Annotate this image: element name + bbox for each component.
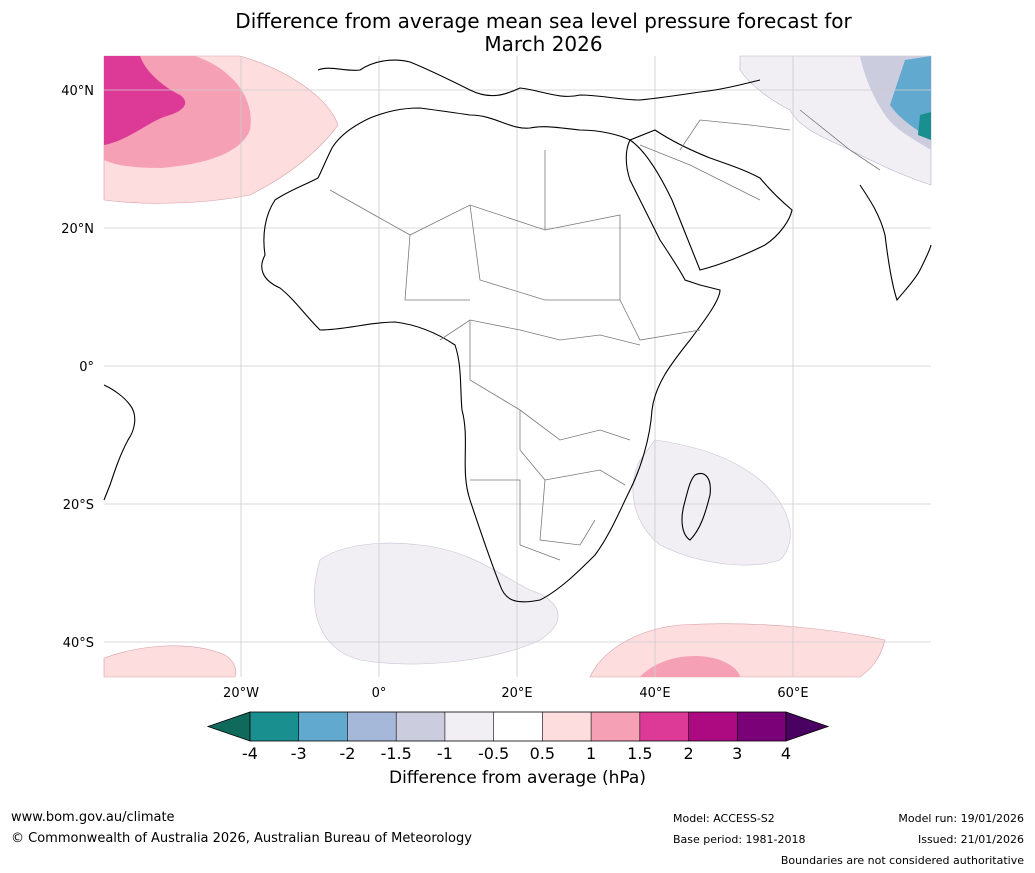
border-middle-east (639, 109, 881, 201)
gridlines (104, 56, 931, 677)
colorbar-tick-label: 1 (586, 744, 596, 763)
colorbar-swatch (688, 712, 738, 741)
website-link[interactable]: www.bom.gov.au/climate (11, 810, 175, 825)
lon-label: 20°E (501, 686, 532, 701)
colorbar-swatch (298, 712, 348, 741)
boundaries-disclaimer: Boundaries are not considered authoritat… (780, 854, 1024, 867)
lon-label: 60°E (777, 686, 808, 701)
lat-label: 0° (79, 360, 94, 375)
colorbar-tick-label: 2 (683, 744, 693, 763)
colorbar-over-arrow (785, 711, 830, 742)
coastline-africa (261, 107, 721, 603)
model-run-date: Model run: 19/01/2026 (898, 812, 1024, 825)
lat-label: 20°S (63, 498, 94, 513)
model-name: Model: ACCESS-S2 (673, 812, 775, 825)
anomaly-region-south-atlantic (313, 542, 559, 665)
colorbar-swatch (250, 712, 299, 741)
colorbar-label: Difference from average (hPa) (389, 768, 646, 788)
anomaly-region-south-west (103, 645, 237, 678)
anomaly-region-ne-min (918, 112, 931, 140)
colorbar-tick-label: -4 (242, 744, 258, 763)
colorbar-swatch (396, 712, 445, 741)
lat-label: 40°S (63, 636, 94, 651)
anomaly-fills (103, 55, 932, 678)
coastline-arabia (628, 129, 793, 271)
colorbar-under-arrow (206, 711, 251, 742)
border-south (470, 469, 626, 561)
coastline-europe (317, 59, 761, 101)
colorbar-swatch (347, 712, 397, 741)
colorbar-tick-label: -2 (339, 744, 355, 763)
coastline-madagascar (681, 473, 711, 541)
title-line-1: Difference from average mean sea level p… (235, 9, 852, 33)
title-line-2: March 2026 (484, 32, 603, 56)
colorbar-tick-label: 0.5 (530, 744, 555, 763)
colorbar-swatch (737, 712, 786, 741)
lat-label: 20°N (61, 222, 94, 237)
country-borders (329, 109, 881, 561)
lon-label: 40°E (639, 686, 670, 701)
colorbar-swatch (444, 712, 494, 741)
map-title: Difference from average mean sea level p… (0, 10, 1035, 56)
colorbar-tick-label: 3 (732, 744, 742, 763)
latitude-labels: 40°N 20°N 0° 20°S 40°S (61, 84, 94, 651)
colorbar-tick-label: -3 (291, 744, 307, 763)
colorbar-swatch (542, 712, 592, 741)
coastlines (103, 59, 932, 603)
lon-label: 20°W (223, 686, 259, 701)
coastline-south-america (103, 384, 136, 501)
anomaly-region-nw-high (104, 56, 186, 145)
colorbar-outline (249, 711, 787, 742)
colorbar-swatch (639, 712, 689, 741)
anomaly-region-south-east-mid (640, 656, 740, 677)
copyright-text: © Commonwealth of Australia 2026, Austra… (11, 831, 472, 846)
border-sahara (329, 150, 701, 341)
issued-date: Issued: 21/01/2026 (917, 833, 1024, 846)
border-central (439, 319, 641, 546)
colorbar-tick-label: 4 (781, 744, 791, 763)
map-panel (103, 55, 932, 678)
colorbar-tick-label: -1 (437, 744, 453, 763)
colorbar: -4 -3 -2 -1.5 -1 -0.5 0.5 1 1.5 2 3 4 (206, 711, 830, 763)
coastline-india (859, 184, 932, 302)
anomaly-region-madagascar (632, 439, 791, 566)
longitude-labels: 20°W 0° 20°E 40°E 60°E (223, 686, 809, 701)
colorbar-swatch (493, 712, 543, 741)
colorbar-tick-label: -0.5 (478, 744, 509, 763)
lon-label: 0° (372, 686, 387, 701)
lat-label: 40°N (61, 84, 94, 99)
colorbar-tick-label: -1.5 (381, 744, 412, 763)
colorbar-tick-label: 1.5 (627, 744, 652, 763)
colorbar-swatch (591, 712, 640, 741)
base-period: Base period: 1981-2018 (673, 833, 806, 846)
